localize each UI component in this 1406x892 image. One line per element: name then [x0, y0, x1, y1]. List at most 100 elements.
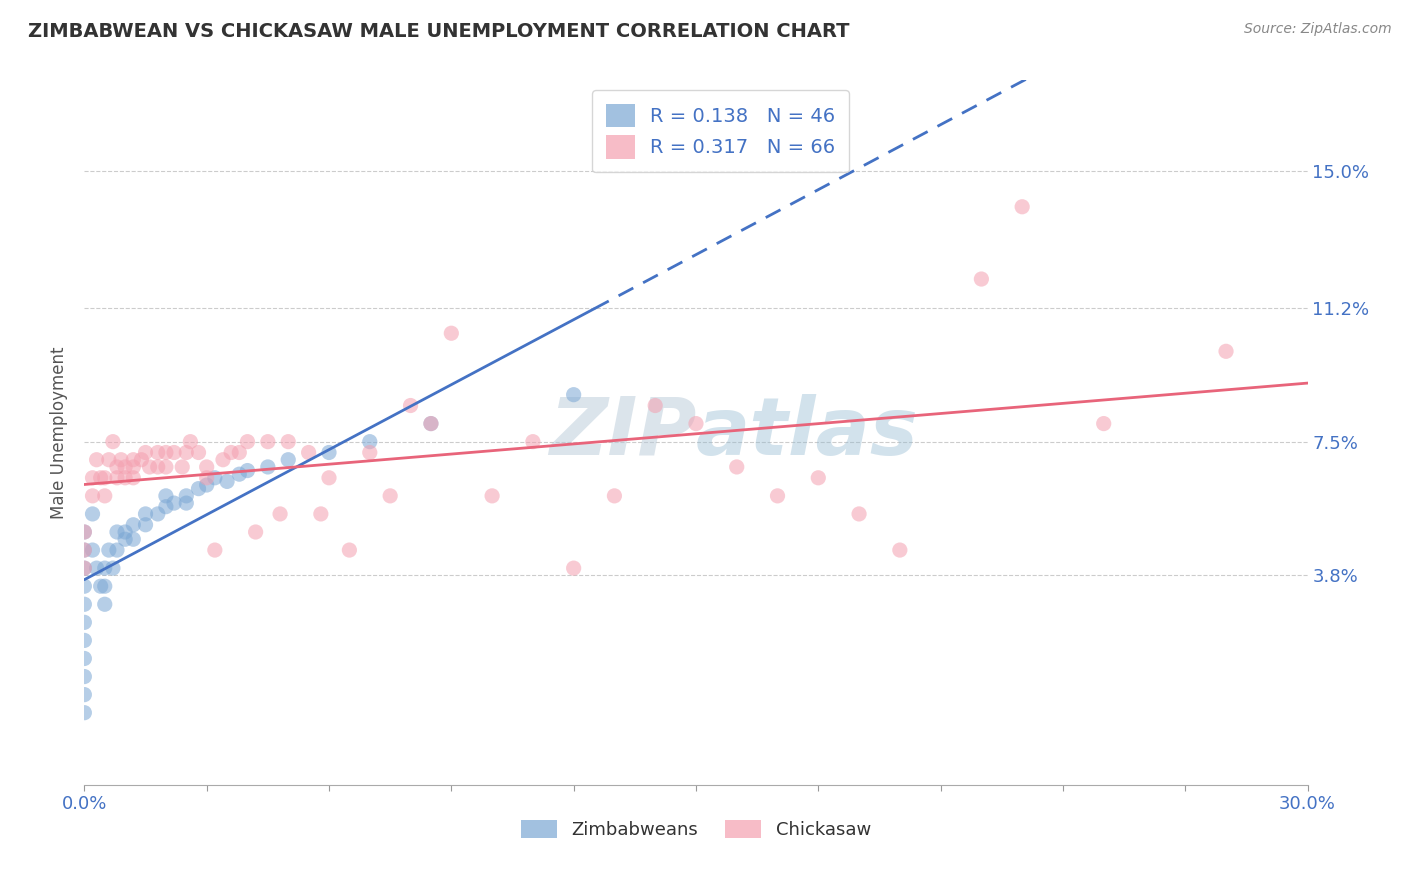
Point	[195, 471, 218, 485]
Point	[73, 651, 96, 665]
Point	[318, 445, 340, 459]
Point	[245, 524, 267, 539]
Point	[318, 471, 340, 485]
Text: ZIP: ZIP	[548, 393, 696, 472]
Point	[73, 579, 96, 593]
Point	[420, 417, 443, 431]
Point	[187, 482, 209, 496]
Point	[277, 434, 299, 449]
Point	[204, 543, 226, 558]
Point	[172, 459, 194, 474]
Point	[766, 489, 789, 503]
Point	[73, 543, 96, 558]
Point	[114, 533, 136, 547]
Point	[257, 434, 280, 449]
Point	[1215, 344, 1237, 359]
Point	[522, 434, 544, 449]
Point	[105, 471, 128, 485]
Point	[163, 445, 186, 459]
Point	[114, 524, 136, 539]
Point	[105, 459, 128, 474]
Text: atlas: atlas	[696, 393, 918, 472]
Point	[135, 517, 157, 532]
Point	[970, 272, 993, 286]
Text: Source: ZipAtlas.com: Source: ZipAtlas.com	[1244, 22, 1392, 37]
Point	[174, 496, 197, 510]
Point	[228, 467, 250, 482]
Point	[807, 471, 830, 485]
Point	[135, 445, 157, 459]
Point	[122, 471, 145, 485]
Point	[562, 387, 585, 401]
Point	[138, 459, 160, 474]
Point	[1092, 417, 1115, 431]
Point	[155, 445, 177, 459]
Point	[257, 459, 280, 474]
Point	[73, 543, 96, 558]
Point	[131, 452, 153, 467]
Point	[73, 561, 96, 575]
Point	[105, 543, 128, 558]
Point	[399, 399, 422, 413]
Point	[73, 597, 96, 611]
Text: ZIMBABWEAN VS CHICKASAW MALE UNEMPLOYMENT CORRELATION CHART: ZIMBABWEAN VS CHICKASAW MALE UNEMPLOYMEN…	[28, 22, 849, 41]
Point	[114, 459, 136, 474]
Point	[155, 500, 177, 514]
Point	[73, 561, 96, 575]
Point	[1011, 200, 1033, 214]
Point	[122, 452, 145, 467]
Point	[187, 445, 209, 459]
Point	[217, 475, 239, 489]
Point	[101, 434, 124, 449]
Point	[155, 459, 177, 474]
Y-axis label: Male Unemployment: Male Unemployment	[51, 346, 69, 519]
Point	[73, 688, 96, 702]
Point	[644, 399, 666, 413]
Point	[93, 489, 115, 503]
Point	[86, 452, 108, 467]
Point	[135, 507, 157, 521]
Point	[93, 471, 115, 485]
Point	[97, 543, 120, 558]
Point	[195, 459, 218, 474]
Point	[82, 507, 104, 521]
Point	[236, 464, 259, 478]
Point	[73, 615, 96, 630]
Point	[179, 434, 201, 449]
Point	[90, 579, 112, 593]
Point	[420, 417, 443, 431]
Point	[82, 543, 104, 558]
Point	[848, 507, 870, 521]
Point	[219, 445, 242, 459]
Point	[97, 452, 120, 467]
Point	[309, 507, 332, 521]
Point	[93, 579, 115, 593]
Point	[174, 445, 197, 459]
Point	[269, 507, 291, 521]
Point	[90, 471, 112, 485]
Point	[101, 561, 124, 575]
Point	[195, 478, 218, 492]
Point	[146, 507, 169, 521]
Point	[73, 706, 96, 720]
Point	[339, 543, 361, 558]
Point	[359, 434, 381, 449]
Point	[86, 561, 108, 575]
Point	[174, 489, 197, 503]
Point	[73, 669, 96, 683]
Point	[82, 489, 104, 503]
Point	[155, 489, 177, 503]
Point	[481, 489, 503, 503]
Legend: Zimbabweans, Chickasaw: Zimbabweans, Chickasaw	[513, 813, 879, 847]
Point	[380, 489, 402, 503]
Point	[440, 326, 463, 341]
Point	[73, 524, 96, 539]
Point	[359, 445, 381, 459]
Point	[105, 524, 128, 539]
Point	[236, 434, 259, 449]
Point	[212, 452, 235, 467]
Point	[122, 459, 145, 474]
Point	[82, 471, 104, 485]
Point	[122, 533, 145, 547]
Point	[114, 471, 136, 485]
